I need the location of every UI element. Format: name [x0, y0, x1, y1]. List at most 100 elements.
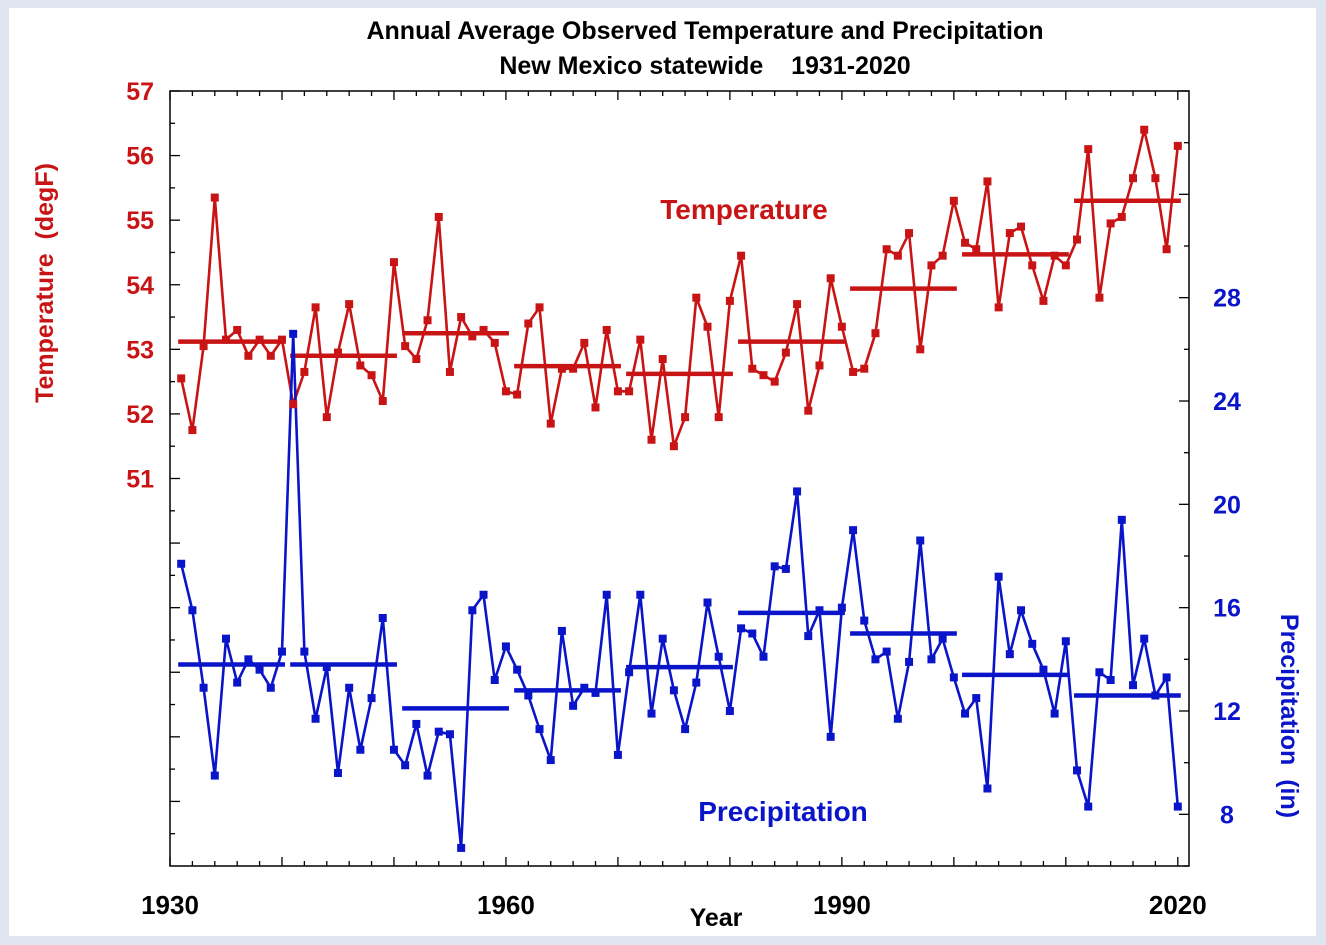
precipitation-point [669, 686, 678, 695]
temperature-point [221, 335, 230, 344]
temperature-point [546, 419, 555, 428]
precipitation-point [994, 572, 1003, 581]
y-right-tick-label: 12 [1213, 698, 1241, 726]
temperature-point [266, 351, 275, 360]
precipitation-point [468, 606, 477, 615]
temperature-point [770, 377, 779, 386]
precipitation-point [1005, 650, 1014, 659]
temperature-point [1028, 261, 1037, 270]
precipitation-point [177, 559, 186, 568]
temperature-point [737, 251, 746, 260]
temperature-point [524, 319, 533, 328]
temperature-point [378, 397, 387, 405]
temperature-point [445, 367, 454, 376]
precipitation-point [367, 694, 376, 703]
temperature-point [333, 348, 342, 357]
precipitation-point [434, 727, 443, 736]
temperature-point [535, 303, 544, 312]
temperature-point [602, 325, 611, 334]
temperature-point [569, 364, 578, 373]
temperature-point [322, 413, 331, 422]
temperature-point [311, 303, 320, 312]
x-tick-label: 1930 [141, 890, 199, 920]
precipitation-line [179, 332, 1180, 850]
precipitation-point [1039, 665, 1048, 674]
precipitation-point [389, 745, 398, 754]
temperature-point [905, 229, 914, 238]
precipitation-point [770, 562, 779, 571]
precipitation-point [501, 642, 510, 651]
x-tick-label: 1990 [813, 890, 871, 920]
precipitation-point [255, 665, 264, 674]
precipitation-point [725, 707, 734, 715]
temperature-point [367, 371, 376, 380]
temperature-point [1095, 293, 1104, 302]
chart-frame: Annual Average Observed Temperature and … [9, 8, 1316, 936]
temperature-point [669, 442, 678, 451]
precipitation-point [826, 732, 835, 741]
x-tick-label: 1960 [477, 890, 535, 920]
precipitation-point [1017, 606, 1026, 615]
temperature-point [434, 212, 443, 221]
x-axis-label: Year [690, 904, 743, 932]
temperature-point [916, 345, 925, 354]
precipitation-point [300, 647, 309, 656]
y-right-tick-label: 16 [1213, 595, 1241, 623]
precipitation-point [356, 745, 365, 754]
precipitation-point [221, 634, 230, 643]
precipitation-point [457, 843, 466, 852]
precipitation-point [972, 694, 981, 703]
temperature-point [423, 316, 432, 325]
temperature-point [490, 338, 499, 347]
precipitation-point [625, 668, 634, 677]
precipitation-point [535, 725, 544, 734]
axis-ticks [169, 90, 1189, 867]
precipitation-point [423, 771, 432, 780]
temperature-point [479, 325, 488, 334]
temperature-point [714, 413, 723, 422]
temperature-point [1106, 219, 1115, 228]
chart: Annual Average Observed Temperature and … [31, 17, 1303, 932]
precipitation-point [479, 590, 488, 599]
temperature-point [557, 364, 566, 373]
y-left-tick-label: 52 [126, 401, 154, 429]
precipitation-point [804, 632, 813, 641]
precipitation-point [849, 526, 858, 535]
temperature-point [188, 426, 197, 435]
temperature-point [983, 177, 992, 186]
precipitation-point [759, 652, 768, 661]
precipitation-point [333, 769, 342, 777]
precipitation-point [1151, 691, 1160, 700]
precipitation-point [345, 683, 354, 692]
temperature-point [300, 367, 309, 376]
precipitation-point [949, 673, 958, 682]
precipitation-point [1162, 673, 1171, 682]
precipitation-point [1140, 634, 1149, 643]
precipitation-point [277, 647, 286, 656]
precipitation-point [815, 606, 824, 615]
precipitation-point [557, 626, 566, 635]
chart-subtitle: New Mexico statewide 1931-2020 [499, 52, 910, 80]
temperature-point [1005, 229, 1014, 238]
temperature-point [457, 313, 466, 322]
temperature-point [345, 300, 354, 309]
temperature-point [703, 322, 712, 331]
temperature-point [501, 387, 510, 396]
temperature-line [179, 128, 1180, 448]
precipitation-point [210, 771, 219, 780]
temperature-point [636, 335, 645, 344]
precipitation-point [871, 655, 880, 664]
precipitation-point [289, 329, 298, 338]
precipitation-point [1106, 676, 1115, 684]
temperature-point [849, 367, 858, 376]
temperature-annotation: Temperature [660, 194, 828, 225]
precipitation-point [546, 756, 555, 765]
temperature-point [412, 355, 421, 364]
temperature-point [961, 238, 970, 247]
precipitation-point [1073, 766, 1082, 775]
precipitation-point [233, 678, 242, 687]
precipitation-point [927, 655, 936, 664]
precipitation-point [681, 725, 690, 734]
precipitation-point [513, 665, 522, 674]
precipitation-point [311, 714, 320, 723]
